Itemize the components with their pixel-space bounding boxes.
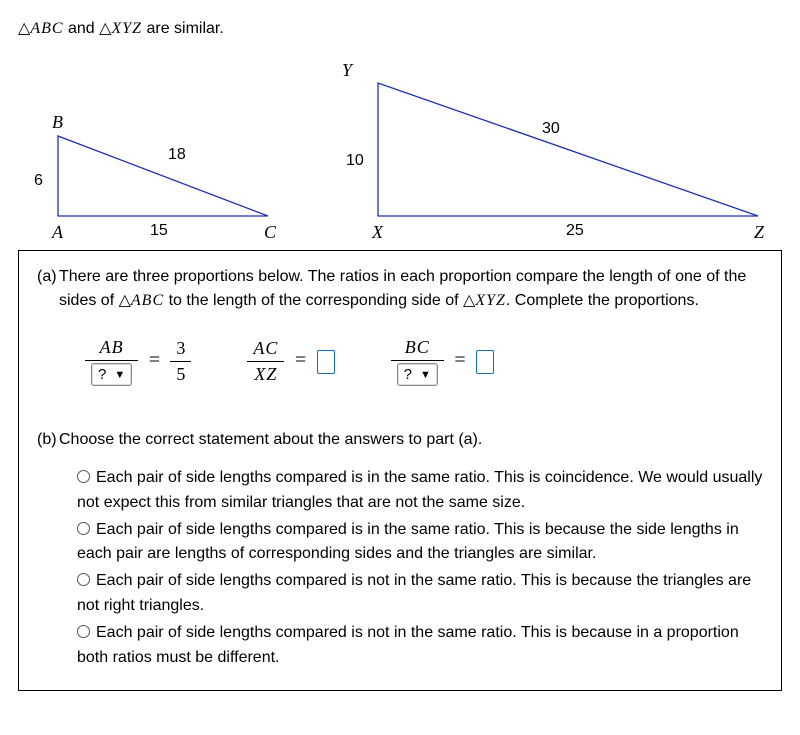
triangle-symbol: △ bbox=[18, 20, 30, 37]
prop3-answer-blank[interactable] bbox=[476, 350, 494, 374]
equals-sign: = bbox=[448, 349, 471, 371]
prop1-rhs-den: 5 bbox=[170, 362, 191, 387]
proportion-2: AC XZ = bbox=[247, 336, 334, 387]
proportions-row: AB ? ▼ = 3 5 AC XZ bbox=[37, 335, 763, 388]
prop2-num: AC bbox=[247, 336, 284, 361]
prop3-denominator-select[interactable]: ? ▼ bbox=[397, 363, 438, 386]
prop2-answer-blank[interactable] bbox=[317, 350, 335, 374]
choice-2[interactable]: Each pair of side lengths compared is in… bbox=[77, 518, 763, 568]
choice-text: Each pair of side lengths compared is in… bbox=[77, 521, 739, 563]
edge-XY: 10 bbox=[346, 152, 364, 170]
edge-XZ: 25 bbox=[566, 222, 584, 240]
proportion-1: AB ? ▼ = 3 5 bbox=[85, 335, 191, 388]
choice-text: Each pair of side lengths compared is no… bbox=[77, 624, 739, 666]
choices-group: Each pair of side lengths compared is in… bbox=[37, 466, 763, 670]
radio-icon bbox=[77, 470, 90, 483]
triangles-svg bbox=[18, 46, 782, 246]
choice-1[interactable]: Each pair of side lengths compared is in… bbox=[77, 466, 763, 516]
edge-AB: 6 bbox=[34, 172, 43, 190]
triangle-symbol: △ bbox=[99, 20, 111, 37]
vertex-X: X bbox=[372, 222, 383, 243]
vertex-A: A bbox=[52, 222, 63, 243]
triangle-abc: ABC bbox=[30, 20, 63, 37]
vertex-B: B bbox=[52, 112, 63, 133]
choice-4[interactable]: Each pair of side lengths compared is no… bbox=[77, 621, 763, 671]
proportion-3: BC ? ▼ = bbox=[391, 335, 494, 388]
vertex-Y: Y bbox=[342, 60, 352, 81]
radio-icon bbox=[77, 522, 90, 535]
part-a-label: (a) bbox=[37, 265, 59, 289]
vertex-C: C bbox=[264, 222, 276, 243]
select-value: ? bbox=[98, 366, 106, 383]
edge-AC: 15 bbox=[150, 222, 168, 240]
prop2-den: XZ bbox=[248, 362, 283, 387]
radio-icon bbox=[77, 625, 90, 638]
prop3-num: BC bbox=[399, 335, 436, 360]
prop1-num: AB bbox=[94, 335, 130, 360]
edge-BC: 18 bbox=[168, 146, 186, 164]
choice-3[interactable]: Each pair of side lengths compared is no… bbox=[77, 569, 763, 619]
vertex-Z: Z bbox=[754, 222, 764, 243]
triangle-xyz: XYZ bbox=[111, 20, 142, 37]
chevron-down-icon: ▼ bbox=[114, 369, 125, 381]
part-b-intro: (b)Choose the correct statement about th… bbox=[37, 428, 763, 452]
chevron-down-icon: ▼ bbox=[420, 369, 431, 381]
select-value: ? bbox=[404, 366, 412, 383]
triangle-abc-shape bbox=[58, 136, 268, 216]
triangles-figure: B A C 6 18 15 Y X Z 10 30 25 bbox=[18, 46, 782, 246]
equals-sign: = bbox=[289, 349, 312, 371]
question-box: (a)There are three proportions below. Th… bbox=[18, 250, 782, 691]
problem-statement: △ABC and △XYZ are similar. bbox=[18, 18, 782, 38]
edge-YZ: 30 bbox=[542, 120, 560, 138]
triangle-xyz-shape bbox=[378, 83, 758, 216]
radio-icon bbox=[77, 573, 90, 586]
part-b-label: (b) bbox=[37, 428, 59, 452]
prop1-denominator-select[interactable]: ? ▼ bbox=[91, 363, 132, 386]
choice-text: Each pair of side lengths compared is no… bbox=[77, 572, 751, 614]
choice-text: Each pair of side lengths compared is in… bbox=[77, 469, 762, 511]
part-a-intro: (a)There are three proportions below. Th… bbox=[37, 265, 763, 313]
prop1-rhs-num: 3 bbox=[170, 336, 191, 361]
equals-sign: = bbox=[143, 349, 166, 371]
